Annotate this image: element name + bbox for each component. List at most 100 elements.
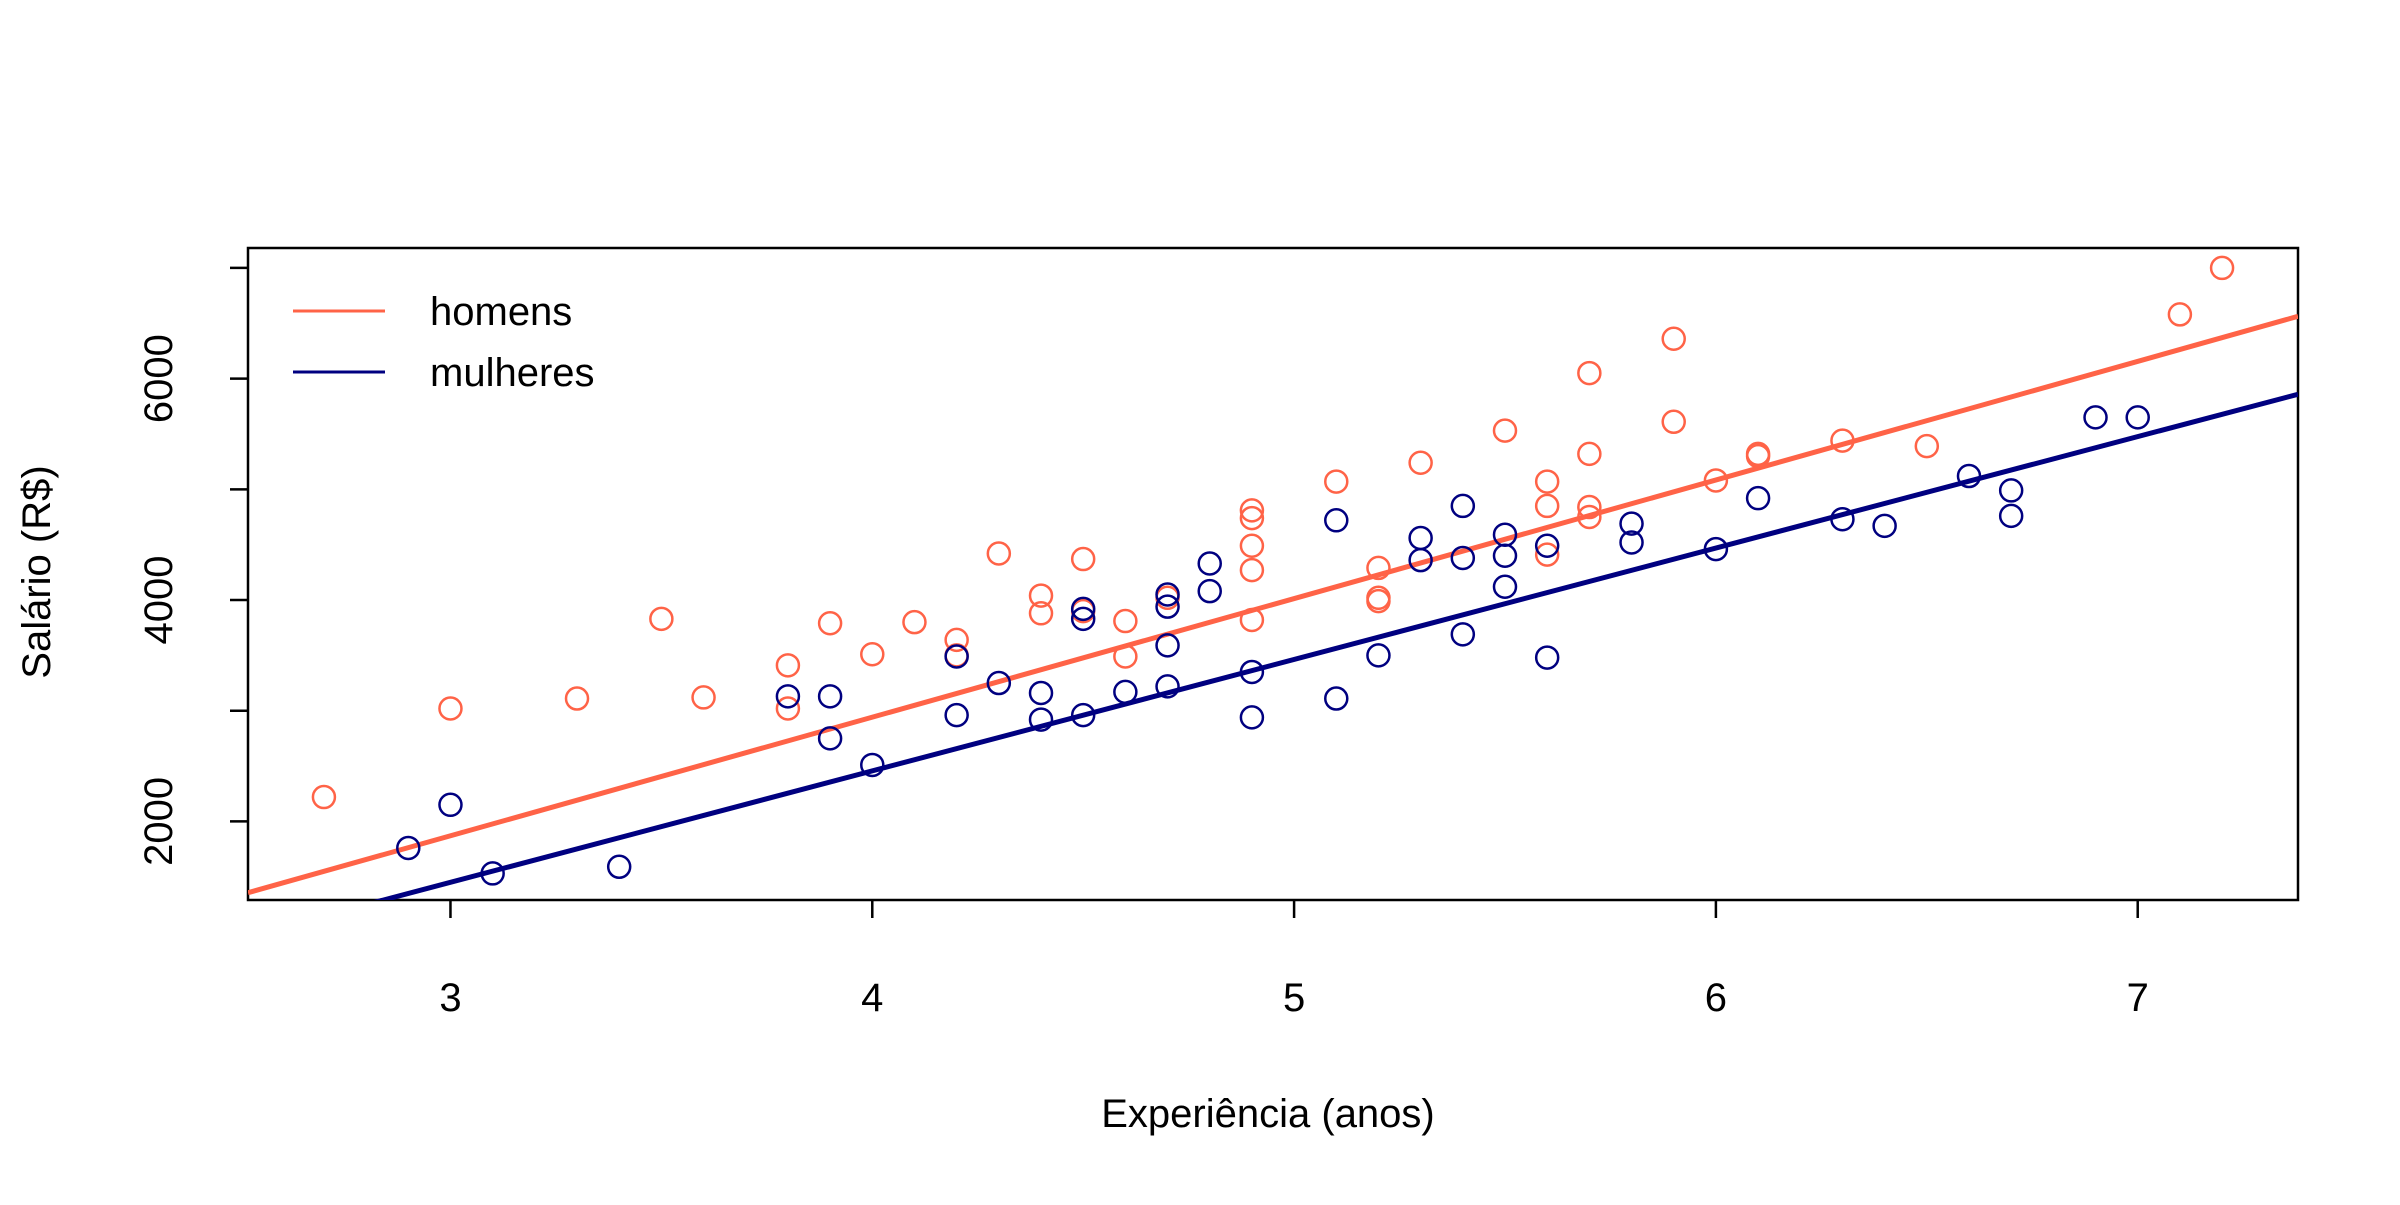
data-point-mulheres	[1408, 525, 1433, 551]
data-point-homens	[775, 653, 801, 678]
data-point-mulheres	[1745, 485, 1771, 511]
data-point-homens	[944, 627, 969, 653]
data-point-mulheres	[1155, 582, 1180, 607]
data-point-homens	[1577, 441, 1602, 467]
data-point-mulheres	[1028, 707, 1054, 732]
x-tick-label: 5	[1283, 976, 1305, 1020]
data-point-homens	[1239, 533, 1265, 559]
data-point-homens	[1239, 505, 1265, 531]
data-point-mulheres	[1450, 622, 1476, 647]
data-point-mulheres	[1408, 547, 1433, 573]
data-point-homens	[691, 685, 716, 710]
data-point-mulheres	[1492, 574, 1518, 599]
y-tick-label: 6000	[137, 334, 181, 423]
x-tick-label: 7	[2127, 976, 2149, 1020]
data-point-homens	[1239, 557, 1265, 583]
data-point-mulheres	[1450, 493, 1476, 519]
data-point-mulheres	[1197, 551, 1222, 576]
data-point-homens	[1661, 326, 1686, 352]
data-point-mulheres	[1070, 702, 1096, 728]
data-point-mulheres	[1155, 633, 1180, 658]
data-point-mulheres	[2083, 405, 2108, 430]
data-point-mulheres	[944, 644, 969, 669]
data-point-homens	[860, 642, 885, 667]
data-point-mulheres	[986, 670, 1012, 696]
data-point-mulheres	[1155, 594, 1180, 619]
data-point-homens	[311, 784, 337, 810]
y-tick-label: 4000	[137, 556, 181, 645]
data-point-homens	[1239, 498, 1265, 523]
data-point-mulheres	[1534, 533, 1560, 559]
data-point-homens	[817, 611, 843, 636]
legend-label-mulheres: mulheres	[430, 351, 595, 395]
data-point-homens	[1492, 418, 1518, 443]
data-point-homens	[1703, 468, 1729, 493]
plot-frame	[246, 246, 2300, 902]
series-mulheres	[373, 391, 2298, 900]
data-point-mulheres	[1872, 513, 1897, 539]
data-point-mulheres	[1070, 596, 1096, 622]
y-tick-label: 2000	[137, 777, 181, 866]
data-point-mulheres	[944, 702, 969, 728]
legend: homens mulheres	[293, 290, 595, 395]
data-point-mulheres	[860, 752, 885, 778]
legend-label-homens: homens	[430, 290, 572, 334]
data-point-homens	[1070, 546, 1096, 572]
data-point-homens	[1914, 433, 1940, 459]
data-point-homens	[2167, 302, 2193, 327]
data-point-mulheres	[1998, 478, 2024, 503]
data-point-homens	[1366, 555, 1391, 581]
data-point-homens	[1366, 588, 1391, 614]
data-point-homens	[2209, 255, 2235, 281]
data-point-homens	[1577, 360, 1602, 386]
data-point-mulheres	[1492, 543, 1518, 568]
data-point-homens	[902, 609, 927, 635]
data-point-mulheres	[1197, 578, 1222, 604]
data-point-homens	[986, 541, 1012, 566]
regression-line-homens	[248, 313, 2298, 896]
regression-line-mulheres	[373, 391, 2298, 900]
data-point-mulheres	[1619, 511, 1644, 536]
data-point-mulheres	[817, 726, 843, 751]
data-point-homens	[1408, 450, 1433, 476]
data-point-homens	[564, 686, 590, 711]
data-point-homens	[649, 606, 674, 632]
data-point-mulheres	[1366, 643, 1391, 668]
data-point-mulheres	[1619, 530, 1644, 555]
data-point-mulheres	[396, 835, 421, 861]
y-axis-title: Salário (R$)	[15, 465, 59, 678]
data-point-homens	[1324, 469, 1349, 494]
data-point-mulheres	[1324, 686, 1349, 711]
data-point-mulheres	[1239, 705, 1265, 730]
data-point-homens	[1028, 583, 1054, 608]
axes: 3 4 5 6 7 2000 4000 6000	[137, 246, 2300, 1020]
data-point-mulheres	[775, 684, 801, 709]
series-homens	[248, 255, 2298, 896]
data-point-mulheres	[1998, 503, 2024, 529]
data-point-mulheres	[817, 684, 843, 709]
data-point-mulheres	[1534, 645, 1560, 670]
data-point-homens	[1745, 441, 1771, 467]
data-point-mulheres	[1028, 680, 1054, 706]
data-point-mulheres	[2125, 405, 2150, 430]
data-marks	[248, 255, 2298, 900]
data-point-homens	[775, 696, 801, 721]
data-point-mulheres	[1070, 606, 1096, 632]
data-point-homens	[1661, 409, 1686, 435]
x-tick-label: 4	[861, 976, 883, 1020]
data-point-mulheres	[1324, 508, 1349, 533]
data-point-homens	[1534, 493, 1560, 519]
data-point-homens	[1534, 542, 1560, 567]
data-point-homens	[1534, 469, 1560, 494]
data-point-mulheres	[438, 792, 463, 818]
data-point-mulheres	[606, 854, 632, 880]
x-tick-label: 3	[439, 976, 461, 1020]
data-point-mulheres	[1155, 674, 1180, 699]
data-point-homens	[1028, 601, 1054, 626]
data-point-homens	[438, 696, 463, 721]
data-point-homens	[1113, 608, 1138, 634]
data-point-mulheres	[1450, 545, 1476, 571]
x-tick-label: 6	[1705, 976, 1727, 1020]
